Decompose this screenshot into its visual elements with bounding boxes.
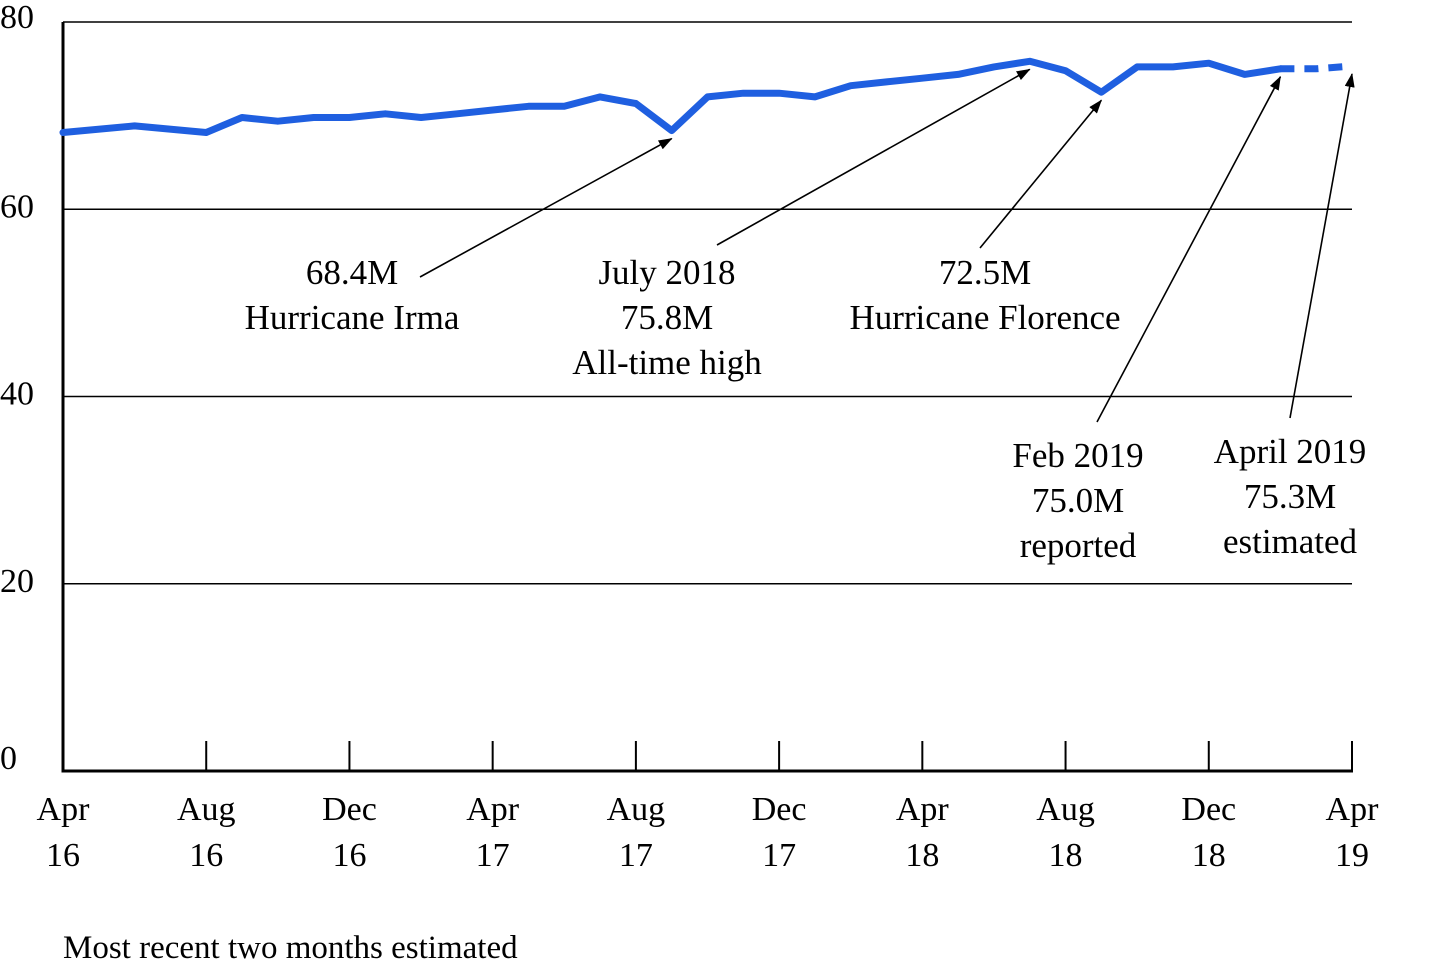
x-tick-label-month: Dec — [322, 791, 377, 828]
annotation-text: 75.0M — [1032, 481, 1124, 520]
annotations: 68.4M Hurricane Irma July 2018 75.8M All-tim… — [245, 68, 1367, 565]
annotation-text: 68.4M — [306, 253, 398, 292]
series-line — [59, 57, 1284, 136]
annotation: 72.5M Hurricane Florence — [849, 99, 1121, 337]
series-estimated-line — [1280, 62, 1353, 73]
x-tick-label-year: 16 — [189, 837, 223, 874]
annotation: 68.4M Hurricane Irma — [245, 137, 673, 337]
x-tick-label-month: Aug — [1036, 791, 1095, 828]
annotation-text: 75.3M — [1244, 477, 1336, 516]
x-tick-label-month: Dec — [752, 791, 807, 828]
annotation-arrow — [716, 68, 1031, 246]
x-tick-label-year: 16 — [46, 837, 80, 874]
annotation-text: Hurricane Irma — [245, 298, 460, 337]
x-tick-label-year: 16 — [332, 837, 366, 874]
grid-lines — [63, 21, 1352, 585]
x-tick-label-month: Apr — [896, 791, 950, 828]
x-tick-label-year: 18 — [905, 837, 939, 874]
y-tick-label: 80 — [0, 0, 34, 36]
x-tick-label-year: 17 — [619, 837, 653, 874]
annotation-text: July 2018 — [598, 253, 735, 292]
annotation-arrow — [1289, 73, 1355, 419]
annotation: Feb 2019 75.0M reported — [1012, 75, 1282, 565]
series — [59, 57, 1353, 136]
annotation: July 2018 75.8M All-time high — [572, 68, 1031, 382]
x-tick-label-year: 17 — [762, 837, 796, 874]
annotation-text: 72.5M — [939, 253, 1031, 292]
annotation-text: Hurricane Florence — [849, 298, 1120, 337]
annotation-arrow — [419, 137, 673, 278]
y-tick-label: 20 — [0, 563, 34, 600]
x-tick-label-month: Apr — [466, 791, 520, 828]
x-tick-label-month: Aug — [177, 791, 236, 828]
footnote: Most recent two months estimated — [63, 930, 518, 966]
x-tick-label-year: 19 — [1335, 837, 1369, 874]
x-tick-label-month: Apr — [1326, 791, 1380, 828]
x-tick-label-year: 18 — [1192, 837, 1226, 874]
annotation-arrow — [1096, 75, 1282, 423]
y-tick-label: 60 — [0, 188, 34, 225]
annotation-arrow — [979, 99, 1102, 249]
x-tick-label-month: Dec — [1181, 791, 1236, 828]
y-tick-label: 40 — [0, 376, 34, 413]
y-tick-label: 0 — [0, 740, 17, 777]
x-tick-label-year: 17 — [476, 837, 510, 874]
annotation-text: estimated — [1223, 522, 1358, 561]
x-tick-labels: Apr 16 Aug 16 Dec 16 Apr 17 Aug 17 Dec 17 Apr 18 Aug 18… — [37, 791, 1380, 874]
x-tick-label-month: Aug — [607, 791, 666, 828]
x-tick-label-year: 18 — [1049, 837, 1083, 874]
annotation: April 2019 75.3M estimated — [1214, 73, 1367, 561]
axes — [61, 22, 1353, 773]
annotation-text: reported — [1020, 526, 1137, 565]
annotation-text: All-time high — [572, 343, 762, 382]
annotation-text: Feb 2019 — [1012, 436, 1143, 475]
y-tick-labels: 0 20 40 60 80 — [0, 0, 34, 777]
x-tick-label-month: Apr — [37, 791, 91, 828]
annotation-text: April 2019 — [1214, 432, 1367, 471]
annotation-text: 75.8M — [621, 298, 713, 337]
